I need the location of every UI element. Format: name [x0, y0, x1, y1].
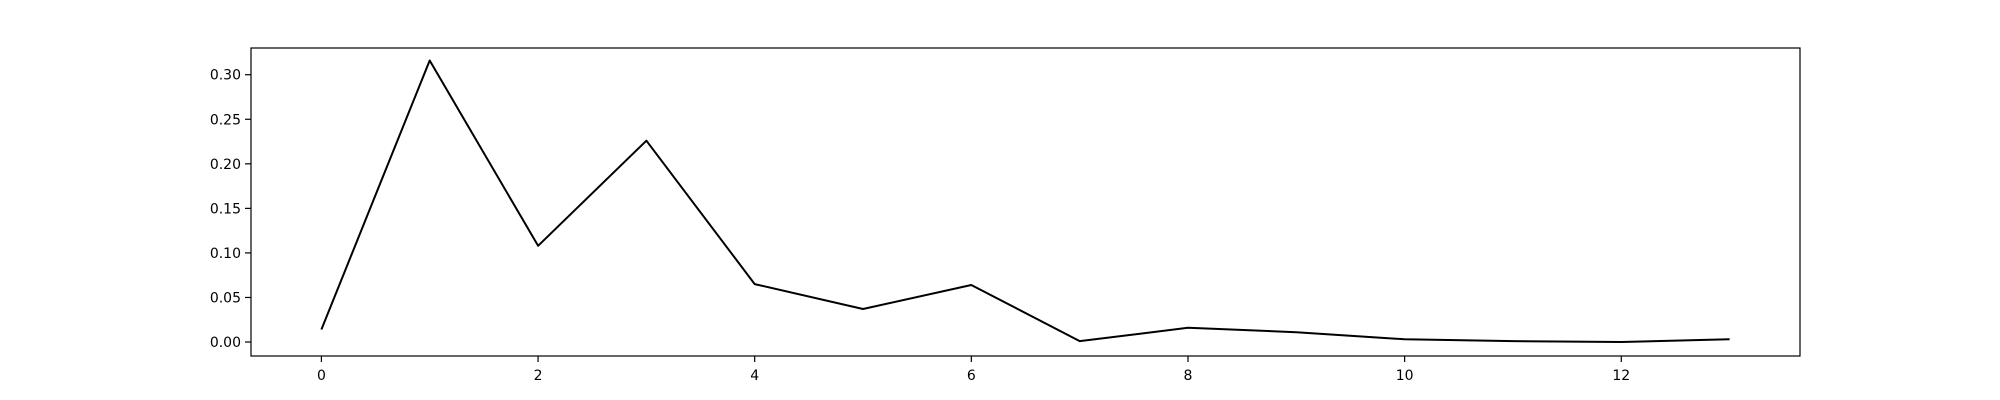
- y-axis-ticks: 0.00 0.05 0.10 0.15 0.20 0.25 0.30: [210, 68, 251, 351]
- x-tick-label: 8: [1184, 368, 1193, 384]
- y-tick-label: 0.25: [210, 112, 241, 128]
- x-tick-label: 4: [750, 368, 759, 384]
- x-tick-label: 2: [534, 368, 543, 384]
- x-tick-label: 0: [317, 368, 326, 384]
- x-axis-ticks: 0 2 4 6 8 10 12: [317, 356, 1630, 384]
- y-tick-label: 0.10: [210, 246, 241, 262]
- plot-frame: [250, 47, 1801, 357]
- y-tick-label: 0.15: [210, 201, 241, 217]
- y-tick-label: 0.05: [210, 290, 241, 306]
- y-tick-label: 0.00: [210, 335, 241, 351]
- x-tick-label: 6: [967, 368, 976, 384]
- series-group: [320, 59, 1730, 343]
- x-tick-label: 10: [1396, 368, 1414, 384]
- series-line: [320, 59, 1730, 343]
- y-tick-label: 0.30: [210, 68, 241, 84]
- y-tick-label: 0.20: [210, 157, 241, 173]
- x-tick-label: 12: [1612, 368, 1630, 384]
